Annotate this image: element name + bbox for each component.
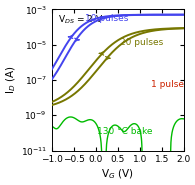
Text: 10 pulses: 10 pulses [85,14,129,23]
Text: 1 pulse: 1 pulse [151,80,184,89]
Text: V$_{DS}$ = 2 V: V$_{DS}$ = 2 V [58,14,104,26]
Y-axis label: I$_{D}$ (A): I$_{D}$ (A) [4,66,18,94]
X-axis label: V$_{G}$ (V): V$_{G}$ (V) [101,167,134,181]
Text: 20 pulses: 20 pulses [120,38,163,47]
Text: 130 °C bake: 130 °C bake [97,127,152,137]
